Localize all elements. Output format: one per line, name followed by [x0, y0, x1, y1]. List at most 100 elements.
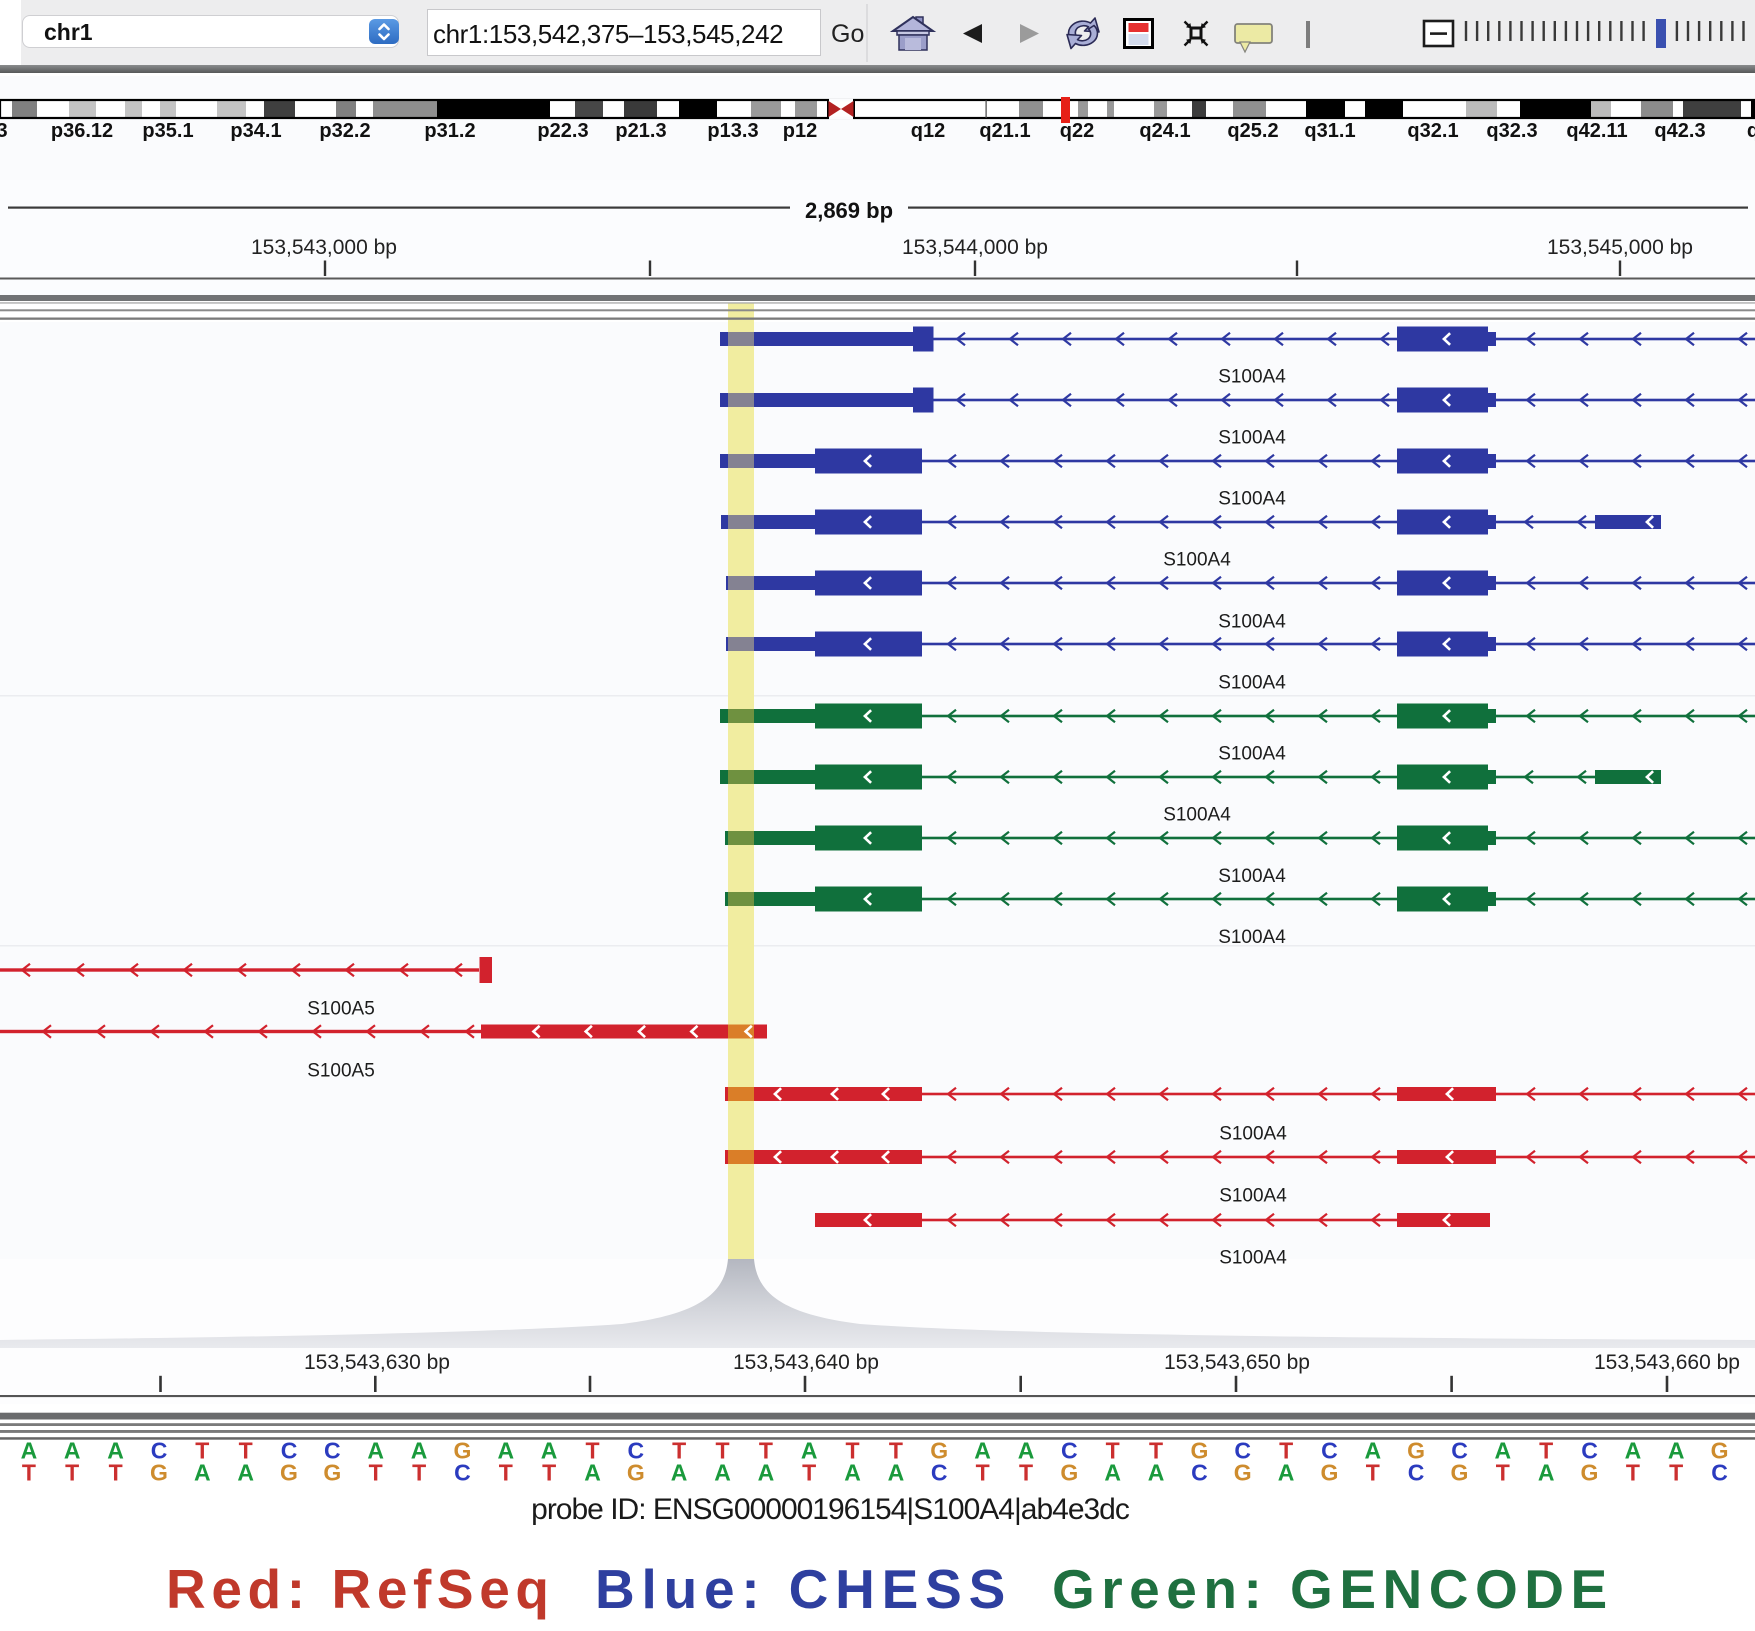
svg-text:A: A: [758, 1460, 775, 1486]
svg-text:S100A4: S100A4: [1218, 612, 1286, 633]
svg-text:S100A4: S100A4: [1163, 805, 1231, 826]
svg-text:A: A: [411, 1438, 428, 1464]
svg-text:153,543,650 bp: 153,543,650 bp: [1164, 1351, 1310, 1374]
svg-text:G: G: [627, 1460, 645, 1486]
svg-text:q32.1: q32.1: [1407, 120, 1458, 142]
svg-text:A: A: [1494, 1438, 1511, 1464]
svg-text:T: T: [1669, 1460, 1683, 1486]
svg-text:T: T: [499, 1460, 513, 1486]
svg-text:T: T: [889, 1438, 903, 1464]
svg-text:T: T: [1366, 1460, 1380, 1486]
svg-text:T: T: [1279, 1438, 1293, 1464]
svg-text:A: A: [64, 1438, 81, 1464]
svg-text:S100A4: S100A4: [1218, 744, 1286, 765]
svg-text:A: A: [107, 1438, 124, 1464]
svg-text:G: G: [1407, 1438, 1425, 1464]
svg-text:153,545,000 bp: 153,545,000 bp: [1547, 236, 1693, 259]
svg-text:A: A: [1148, 1460, 1165, 1486]
svg-text:C: C: [1321, 1438, 1338, 1464]
svg-text:153,543,640 bp: 153,543,640 bp: [733, 1351, 879, 1374]
svg-text:p12: p12: [783, 120, 817, 142]
svg-text:G: G: [930, 1438, 948, 1464]
svg-text:G: G: [453, 1438, 471, 1464]
svg-text:T: T: [65, 1460, 79, 1486]
svg-text:C: C: [1711, 1460, 1728, 1486]
svg-text:G: G: [1234, 1460, 1252, 1486]
svg-text:q: q: [1747, 120, 1755, 142]
svg-text:T: T: [845, 1438, 859, 1464]
svg-text:q31.1: q31.1: [1304, 120, 1355, 142]
svg-text:G: G: [280, 1460, 298, 1486]
svg-text:p22.3: p22.3: [537, 120, 588, 142]
svg-text:S100A5: S100A5: [307, 999, 375, 1020]
svg-text:q12: q12: [911, 120, 945, 142]
svg-text:G: G: [1581, 1460, 1599, 1486]
svg-text:T: T: [542, 1460, 556, 1486]
svg-text:S100A4: S100A4: [1218, 489, 1286, 510]
svg-text:A: A: [888, 1460, 905, 1486]
svg-text:S100A4: S100A4: [1218, 367, 1286, 388]
svg-text:G: G: [1190, 1438, 1208, 1464]
svg-text:C: C: [1191, 1460, 1208, 1486]
svg-text:A: A: [367, 1438, 384, 1464]
svg-text:C: C: [1581, 1438, 1598, 1464]
svg-text:T: T: [412, 1460, 426, 1486]
svg-text:S100A4: S100A4: [1218, 866, 1286, 887]
svg-text:S100A4: S100A4: [1218, 927, 1286, 948]
svg-text:p13.3: p13.3: [707, 120, 758, 142]
svg-text:S100A4: S100A4: [1219, 1124, 1287, 1145]
svg-text:T: T: [976, 1460, 990, 1486]
svg-text:G: G: [150, 1460, 168, 1486]
svg-text:T: T: [22, 1460, 36, 1486]
svg-text:C: C: [281, 1438, 298, 1464]
svg-text:A: A: [1538, 1460, 1555, 1486]
svg-text:C: C: [931, 1460, 948, 1486]
svg-text:A: A: [1018, 1438, 1035, 1464]
svg-text:S100A4: S100A4: [1163, 550, 1231, 571]
svg-text:T: T: [195, 1438, 209, 1464]
svg-text:G: G: [1451, 1460, 1469, 1486]
svg-text:A: A: [974, 1438, 991, 1464]
svg-text:S100A5: S100A5: [307, 1061, 375, 1082]
svg-text:p31.2: p31.2: [424, 120, 475, 142]
svg-text:A: A: [1278, 1460, 1295, 1486]
svg-text:q21.1: q21.1: [979, 120, 1030, 142]
svg-text:G: G: [1711, 1438, 1729, 1464]
svg-text:A: A: [21, 1438, 38, 1464]
svg-text:T: T: [1106, 1438, 1120, 1464]
svg-text:C: C: [454, 1460, 471, 1486]
svg-text:G: G: [1320, 1460, 1338, 1486]
svg-text:T: T: [239, 1438, 253, 1464]
svg-text:A: A: [714, 1460, 731, 1486]
svg-text:p32.2: p32.2: [319, 120, 370, 142]
svg-text:p36.12: p36.12: [51, 120, 113, 142]
svg-text:153,543,630 bp: 153,543,630 bp: [304, 1351, 450, 1374]
svg-text:q22: q22: [1060, 120, 1094, 142]
svg-text:C: C: [324, 1438, 341, 1464]
svg-text:A: A: [1625, 1438, 1642, 1464]
svg-text:153,543,000 bp: 153,543,000 bp: [251, 236, 397, 259]
svg-text:p34.1: p34.1: [230, 120, 281, 142]
svg-text:C: C: [627, 1438, 644, 1464]
svg-text:S100A4: S100A4: [1219, 1186, 1287, 1207]
svg-text:3: 3: [0, 120, 8, 142]
svg-text:T: T: [672, 1438, 686, 1464]
svg-text:153,543,660 bp: 153,543,660 bp: [1594, 1351, 1740, 1374]
svg-text:T: T: [1496, 1460, 1510, 1486]
svg-text:T: T: [1019, 1460, 1033, 1486]
svg-text:A: A: [541, 1438, 558, 1464]
svg-text:T: T: [759, 1438, 773, 1464]
svg-text:S100A4: S100A4: [1219, 1248, 1287, 1269]
svg-text:q24.1: q24.1: [1139, 120, 1190, 142]
svg-text:T: T: [715, 1438, 729, 1464]
svg-text:A: A: [801, 1438, 818, 1464]
svg-text:G: G: [323, 1460, 341, 1486]
svg-text:p35.1: p35.1: [142, 120, 193, 142]
svg-text:S100A4: S100A4: [1218, 673, 1286, 694]
svg-text:T: T: [1626, 1460, 1640, 1486]
svg-text:A: A: [584, 1460, 601, 1486]
svg-text:A: A: [1668, 1438, 1685, 1464]
svg-text:S100A4: S100A4: [1218, 428, 1286, 449]
svg-text:q42.3: q42.3: [1654, 120, 1705, 142]
svg-text:A: A: [844, 1460, 861, 1486]
